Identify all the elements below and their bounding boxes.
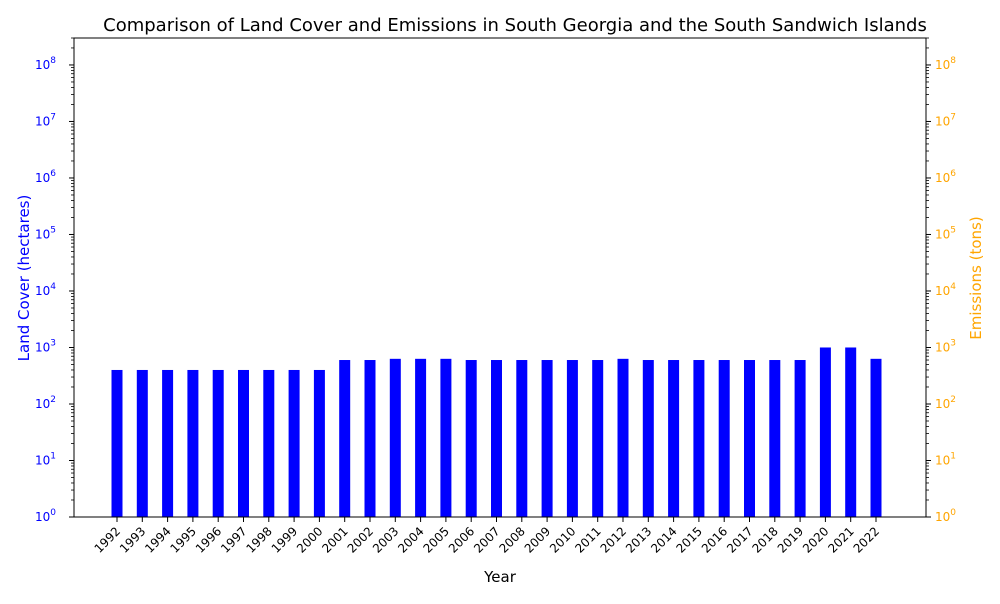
bar [111, 369, 123, 517]
bar [769, 360, 781, 517]
bar [870, 358, 882, 517]
bar [288, 369, 300, 517]
bar [263, 369, 275, 517]
left-y-tick-label: 106 [35, 169, 56, 185]
bar [516, 360, 528, 517]
bar-series [111, 347, 882, 517]
right-y-tick-label: 100 [935, 508, 956, 524]
right-y-axis: 100 101 102 103 104 105 106 107 108 [926, 37, 956, 524]
left-y-tick-label: 105 [35, 225, 56, 241]
left-y-tick-label: 104 [35, 282, 56, 298]
bar [162, 369, 174, 517]
bar [212, 369, 224, 517]
bar [187, 369, 199, 517]
bar [718, 360, 730, 517]
right-y-tick-label: 104 [935, 282, 956, 298]
bar [313, 369, 325, 517]
left-y-tick-label: 102 [35, 395, 56, 411]
bar [592, 360, 604, 517]
left-y-tick-label: 108 [35, 56, 56, 72]
left-y-tick-label: 107 [35, 112, 56, 128]
bar [136, 369, 148, 517]
bar [541, 360, 553, 517]
bar [566, 360, 578, 517]
bar [819, 347, 831, 517]
bar [415, 358, 427, 517]
left-y-tick-label: 103 [35, 338, 56, 354]
right-y-axis-label: Emissions (tons) [967, 216, 985, 339]
bar [238, 369, 249, 517]
right-y-tick-label: 102 [935, 395, 956, 411]
right-y-tick-label: 105 [935, 225, 956, 241]
bar [845, 347, 857, 517]
right-y-tick-label: 106 [935, 169, 956, 185]
bar [440, 358, 452, 517]
bar [465, 360, 477, 517]
bar [364, 360, 376, 517]
bar [668, 360, 680, 517]
bar [693, 360, 705, 517]
right-y-tick-label: 107 [935, 112, 956, 128]
bar [491, 360, 502, 517]
plot-frame [73, 37, 927, 518]
left-y-axis-label: Land Cover (hectares) [15, 195, 33, 362]
bar [389, 358, 401, 517]
right-y-tick-label: 101 [935, 451, 956, 467]
bar [642, 360, 654, 517]
bar [339, 360, 351, 517]
left-y-tick-label: 101 [35, 451, 56, 467]
right-y-tick-label: 103 [935, 338, 956, 354]
left-y-axis: 100 101 102 103 104 105 106 107 108 [35, 37, 74, 524]
left-y-tick-label: 100 [35, 508, 56, 524]
right-y-tick-label: 108 [935, 56, 956, 72]
x-axis-label: Year [483, 568, 517, 586]
bar [617, 358, 629, 517]
bar [794, 360, 806, 517]
bar [744, 360, 755, 517]
chart-title: Comparison of Land Cover and Emissions i… [103, 15, 927, 36]
